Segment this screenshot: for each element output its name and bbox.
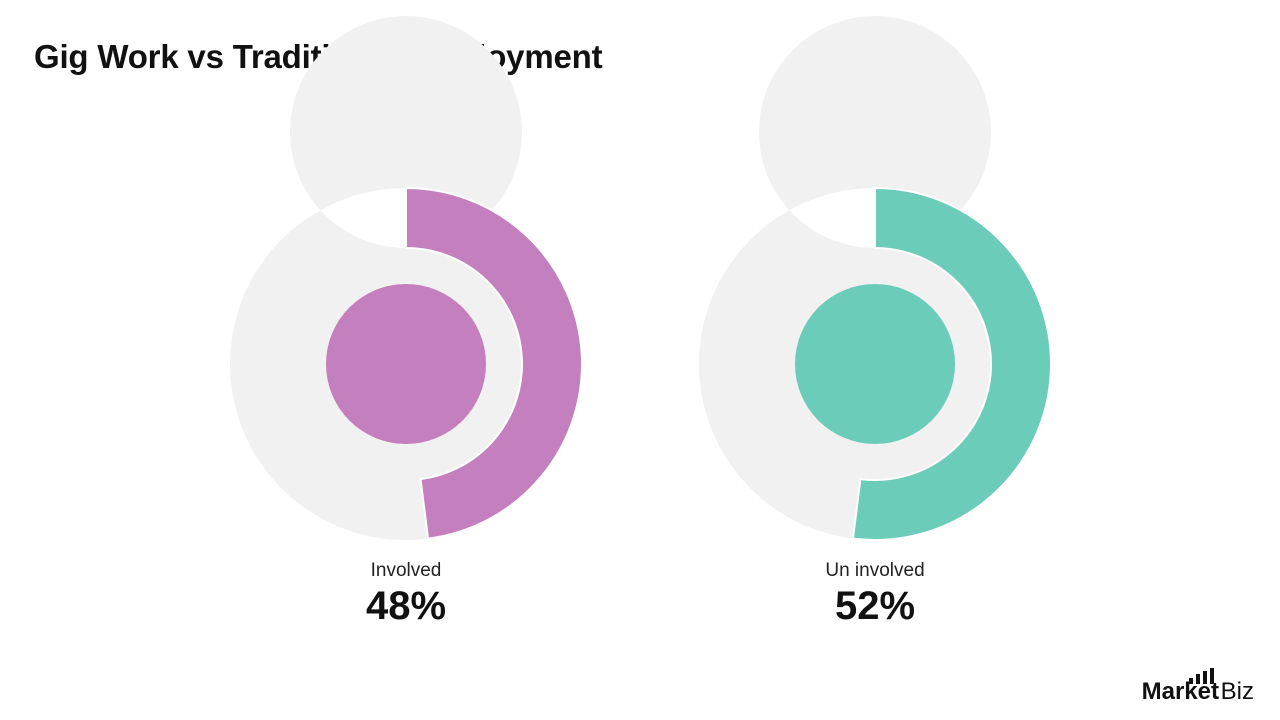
donut-center-uninvolved (795, 284, 955, 444)
logo-bars-icon (1188, 668, 1214, 684)
donut-track-uninvolved (698, 16, 1051, 541)
donut-value-uninvolved: 52% (834, 584, 916, 628)
donut-label-uninvolved: Un involved (825, 560, 925, 581)
donut-value-involved: 48% (365, 584, 447, 628)
logo-suffix: .Biz (1213, 678, 1254, 705)
donut-slice-involved (405, 186, 583, 540)
donut-slice-uninvolved (851, 186, 1052, 541)
donut-track-involved (229, 16, 582, 541)
brand-logo: Market .Biz (1142, 668, 1254, 706)
donut-label-involved: Involved (370, 560, 442, 581)
donut-center-involved (326, 284, 486, 444)
